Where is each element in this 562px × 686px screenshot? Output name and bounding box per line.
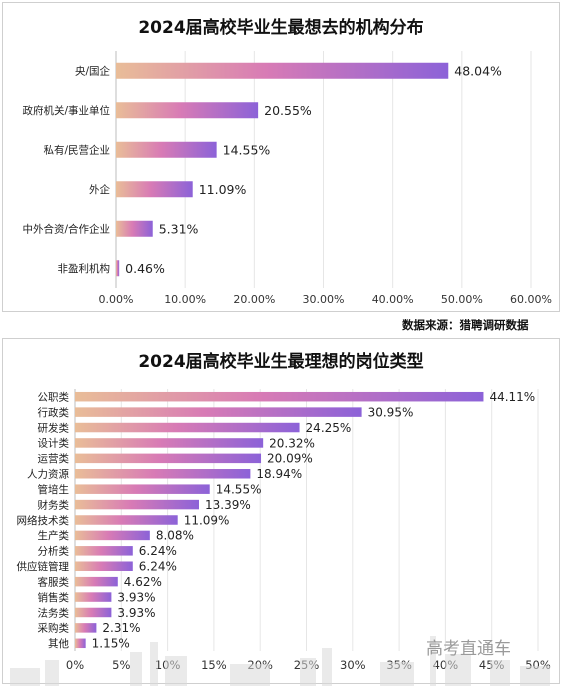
value-label: 4.62% [124, 575, 162, 589]
source-note: 数据来源：猎聘调研数据 [402, 318, 529, 332]
category-label: 私有/民营企业 [43, 144, 110, 157]
value-label: 44.11% [489, 390, 535, 404]
category-label: 央/国企 [75, 65, 111, 78]
category-label: 销售类 [38, 591, 70, 604]
bar [116, 181, 193, 198]
x-tick-label: 40% [433, 658, 459, 672]
category-label: 管培生 [38, 483, 70, 496]
category-label: 设计类 [38, 437, 70, 450]
value-label: 14.55% [216, 482, 262, 496]
value-label: 48.04% [454, 63, 502, 78]
bar [116, 62, 449, 79]
x-tick-label: 40.00% [372, 293, 414, 306]
bar [75, 592, 112, 602]
value-label: 20.55% [264, 103, 312, 118]
value-label: 18.94% [256, 467, 302, 481]
x-tick-label: 10.00% [164, 293, 206, 306]
bar [75, 407, 362, 417]
category-label: 采购类 [38, 622, 70, 635]
x-tick-label: 30.00% [303, 293, 345, 306]
x-tick-label: 10% [155, 658, 181, 672]
x-tick-label: 15% [201, 658, 227, 672]
bar [75, 561, 133, 571]
category-label: 生产类 [38, 529, 70, 542]
bar [75, 515, 178, 525]
bar [116, 220, 153, 237]
category-label: 客服类 [38, 575, 70, 588]
value-label: 20.09% [267, 452, 313, 466]
category-label: 供应链管理 [17, 560, 70, 573]
bar [75, 546, 133, 556]
category-label: 法务类 [38, 606, 70, 619]
value-label: 2.31% [102, 621, 140, 635]
value-label: 6.24% [139, 560, 177, 574]
category-label: 研发类 [38, 421, 70, 434]
bar [75, 469, 251, 479]
bar [75, 499, 199, 510]
x-tick-label: 30% [340, 658, 366, 672]
bar [75, 576, 118, 587]
bar [116, 102, 259, 119]
chart-panel-institutions: 2024届高校毕业生最想去的机构分布 0.00% 10.00% 20.00% 30.0… [2, 2, 560, 312]
category-label: 外企 [89, 183, 110, 196]
x-tick-label: 0.00% [99, 293, 134, 306]
value-label: 5.31% [159, 221, 199, 236]
category-label: 财务类 [38, 498, 70, 511]
category-label: 非盈利机构 [58, 262, 111, 275]
value-label: 11.09% [184, 513, 230, 527]
category-label: 政府机关/事业单位 [22, 104, 110, 117]
bar [75, 623, 97, 633]
bar [75, 422, 300, 433]
x-tick-label: 5% [112, 658, 130, 672]
chart-panel-job-types: 2024届高校毕业生最理想的岗位类型 0% 5% 10% 15% 20% 25% 30% 35… [2, 338, 560, 684]
x-tick-label: 35% [386, 658, 412, 672]
chart-title: 2024届高校毕业生最想去的机构分布 [138, 18, 424, 38]
x-tick-label: 25% [294, 658, 320, 672]
chart-title: 2024届高校毕业生最理想的岗位类型 [138, 352, 424, 372]
value-label: 0.46% [125, 261, 165, 276]
value-label: 30.95% [368, 405, 414, 419]
category-label: 行政类 [38, 406, 70, 419]
institution-bar-chart: 0.00% 10.00% 20.00% 30.00% 40.00% 50.00% 60.00… [22, 51, 552, 306]
category-label: 其他 [48, 637, 69, 650]
bar [75, 530, 150, 541]
x-tick-label: 20% [247, 658, 273, 672]
value-label: 1.15% [92, 637, 130, 651]
value-label: 24.25% [306, 421, 352, 435]
watermark: 高考直通车 [426, 639, 511, 659]
value-label: 6.24% [139, 544, 177, 558]
bar [75, 638, 86, 649]
value-label: 8.08% [156, 529, 194, 543]
category-label: 运营类 [38, 452, 70, 465]
category-label: 网络技术类 [17, 514, 70, 527]
job-type-bar-chart: 0% 5% 10% 15% 20% 25% 30% 35% 40% 45% 50% 公职类 44.11%… [17, 389, 551, 672]
x-tick-label: 50% [525, 658, 551, 672]
bar [75, 438, 264, 448]
value-label: 3.93% [117, 590, 155, 604]
x-tick-label: 20.00% [233, 293, 275, 306]
category-label: 人力资源 [27, 468, 69, 481]
bar [116, 141, 217, 158]
value-label: 20.32% [269, 436, 315, 450]
x-tick-label: 60.00% [510, 293, 552, 306]
x-tick-label: 45% [479, 658, 505, 672]
category-label: 分析类 [38, 545, 70, 558]
x-tick-label: 50.00% [441, 293, 483, 306]
value-label: 3.93% [117, 606, 155, 620]
value-label: 14.55% [223, 142, 271, 157]
category-label: 中外合资/合作企业 [22, 223, 110, 236]
bar [75, 453, 262, 464]
bar [75, 607, 112, 618]
bar [75, 484, 210, 494]
category-label: 公职类 [38, 390, 70, 403]
bar [116, 260, 120, 277]
bar [75, 391, 484, 402]
x-tick-label: 0% [66, 658, 84, 672]
value-label: 11.09% [199, 182, 247, 197]
value-label: 13.39% [205, 498, 251, 512]
